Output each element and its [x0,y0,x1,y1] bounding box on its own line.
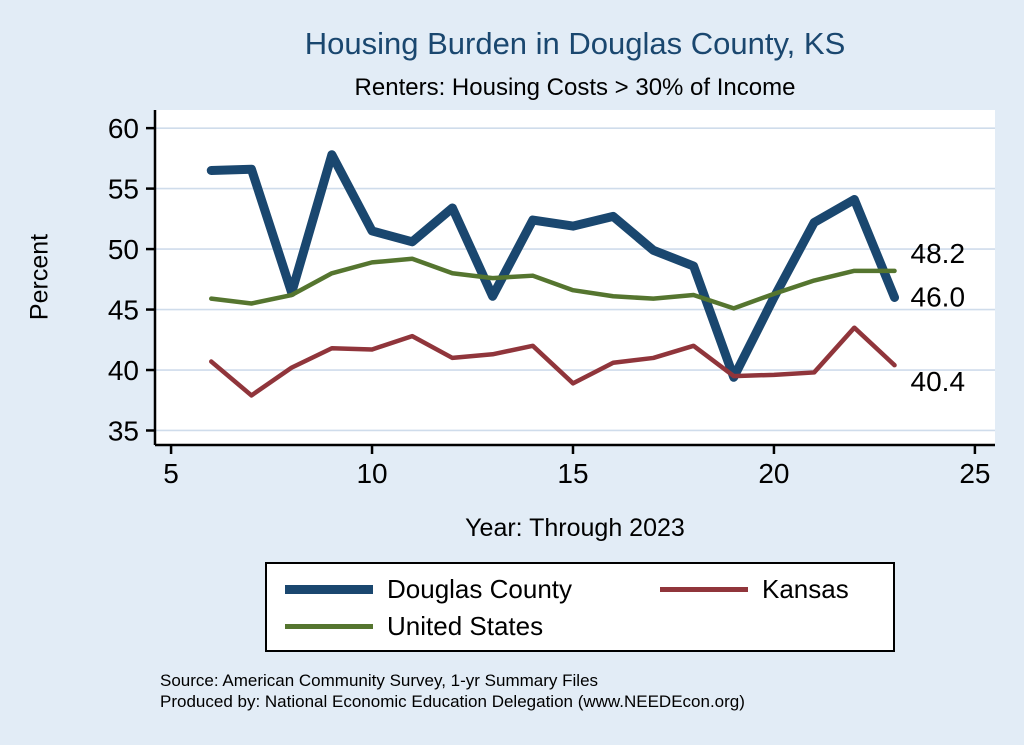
chart-title: Housing Burden in Douglas County, KS [304,26,846,61]
end-label-kansas: 40.4 [911,366,966,397]
legend-label-douglas-county: Douglas County [387,574,572,604]
legend-label-united-states: United States [387,611,544,641]
end-label-douglas-county: 46.0 [911,281,966,312]
y-tick-label: 40 [108,355,139,386]
x-tick-label: 20 [758,458,789,489]
y-tick-label: 60 [108,113,139,144]
y-tick-label: 45 [108,295,139,326]
series-line-united-states [209,256,897,311]
legend-swatch-united-states [285,624,373,629]
source-note: Source: American Community Survey, 1-yr … [160,671,599,690]
x-tick-label: 15 [557,458,588,489]
footnotes: Source: American Community Survey, 1-yr … [160,670,745,712]
x-tick-label: 5 [163,458,179,489]
end-label-united-states: 48.2 [911,238,966,269]
x-axis-label: Year: Through 2023 [465,514,685,542]
series-line-kansas [209,325,897,398]
y-tick-label: 50 [108,234,139,265]
y-tick-label: 35 [108,415,139,446]
legend-item-united-states: United States [285,611,660,642]
producer-note: Produced by: National Economic Education… [160,692,745,711]
series-line-douglas-county [206,150,900,382]
legend-label-kansas: Kansas [762,574,849,604]
legend-item-douglas-county: Douglas County [285,574,660,605]
legend: Douglas County Kansas United States [265,562,895,652]
legend-item-kansas: Kansas [660,574,893,605]
x-tick-label: 25 [959,458,990,489]
y-tick-label: 55 [108,174,139,205]
x-tick-label: 10 [356,458,387,489]
legend-swatch-douglas-county [285,585,373,594]
legend-swatch-kansas [660,587,748,592]
plot-background [155,110,995,445]
chart-subtitle: Renters: Housing Costs > 30% of Income [354,74,796,101]
